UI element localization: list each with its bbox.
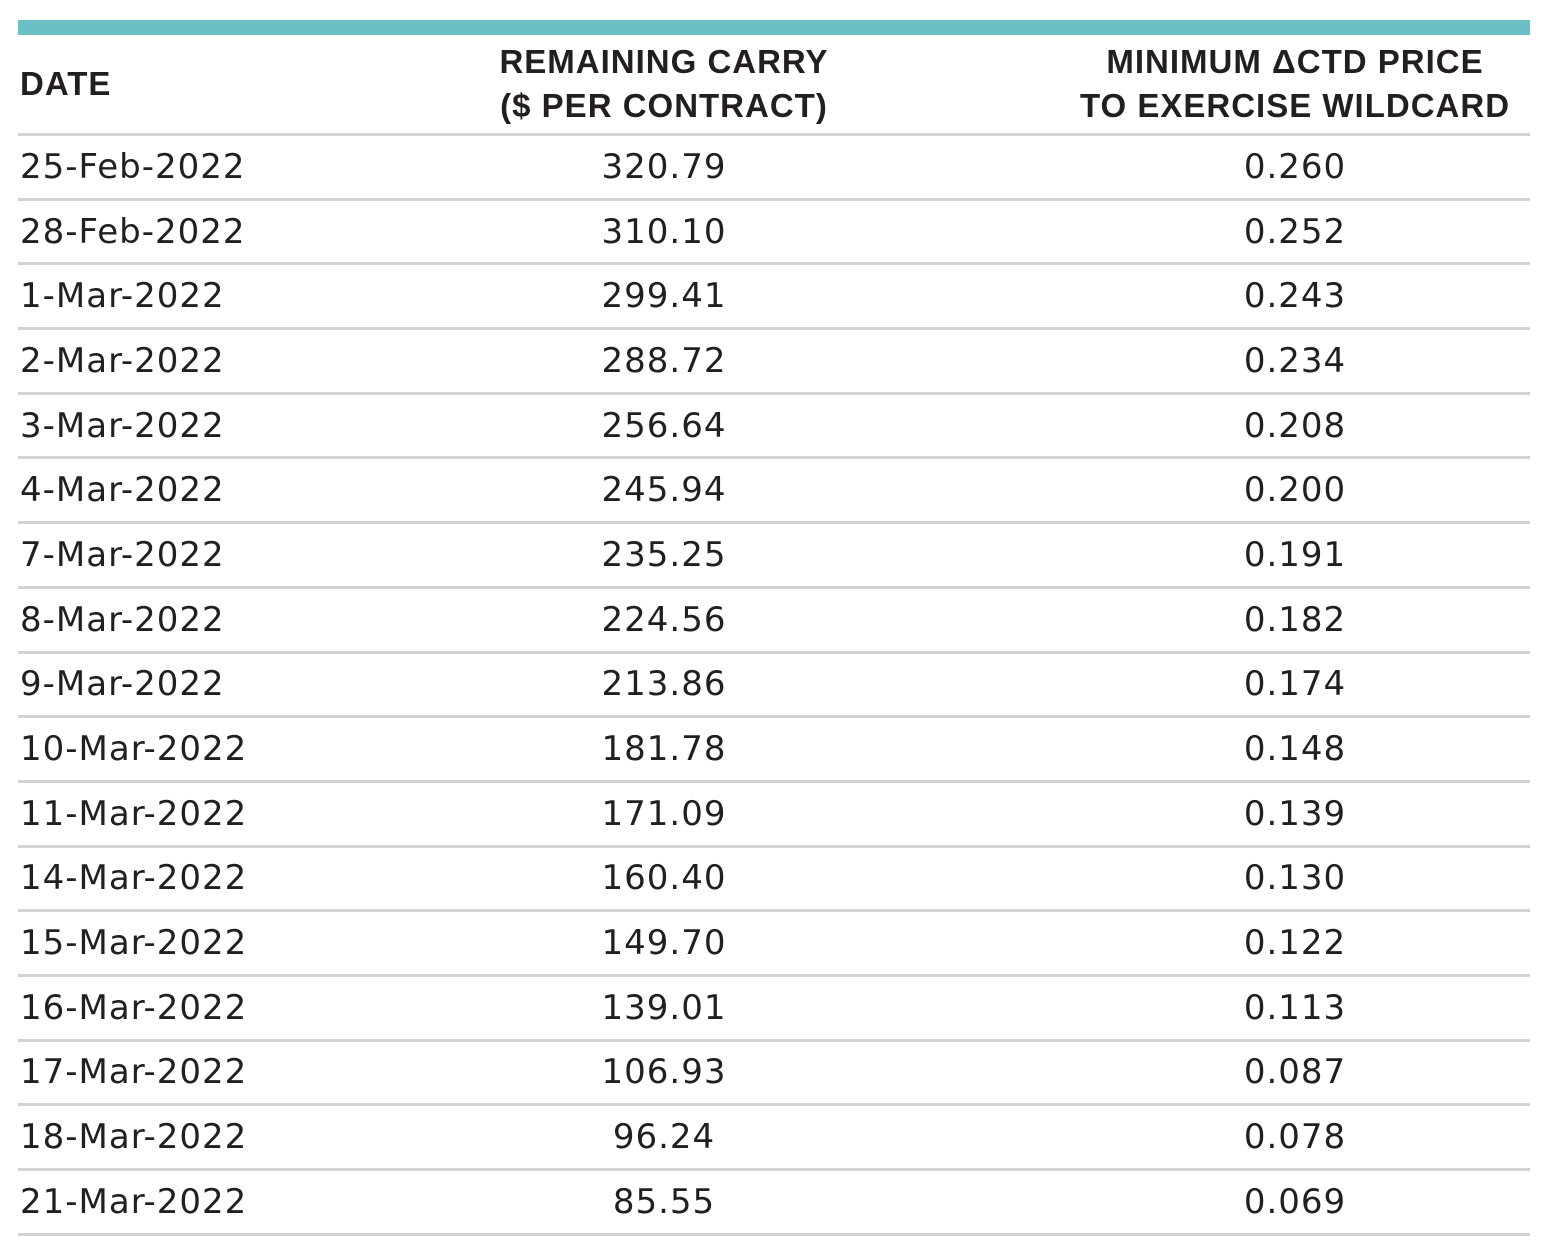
cell-remaining-carry: 106.93	[601, 1052, 727, 1093]
cell-remaining-carry: 299.41	[601, 276, 727, 317]
cell-date: 16-Mar-2022	[20, 987, 248, 1028]
table-body: 25-Feb-2022 320.79 0.260 28-Feb-2022 310.10 0…	[18, 136, 1530, 1236]
table-row: 9-Mar-2022 213.86 0.174	[18, 654, 1530, 719]
header-remaining-carry-line1: REMAINING CARRY	[499, 43, 829, 80]
table-row: 1-Mar-2022 299.41 0.243	[18, 265, 1530, 331]
table-row: 4-Mar-2022 245.94 0.200	[18, 459, 1530, 525]
table-row: 25-Feb-2022 320.79 0.260	[18, 136, 1530, 201]
cell-date: 25-Feb-2022	[20, 146, 246, 187]
table-header-row: DATE REMAINING CARRY ($ PER CONTRACT) MI…	[18, 35, 1530, 136]
cell-remaining-carry: 256.64	[601, 405, 727, 446]
cell-minimum-ctd-price: 0.191	[1243, 534, 1347, 575]
cell-minimum-ctd-price: 0.200	[1243, 470, 1347, 511]
cell-remaining-carry: 96.24	[612, 1117, 716, 1158]
cell-date: 4-Mar-2022	[20, 470, 225, 511]
cell-date: 3-Mar-2022	[20, 405, 225, 446]
table-row: 14-Mar-2022 160.40 0.130	[18, 848, 1530, 913]
table-row: 2-Mar-2022 288.72 0.234	[18, 330, 1530, 395]
cell-date: 1-Mar-2022	[20, 276, 225, 317]
table-row: 15-Mar-2022 149.70 0.122	[18, 912, 1530, 977]
table-row: 28-Feb-2022 310.10 0.252	[18, 201, 1530, 266]
data-table: DATE REMAINING CARRY ($ PER CONTRACT) MI…	[18, 20, 1530, 1236]
cell-remaining-carry: 320.79	[601, 146, 727, 187]
table-row: 7-Mar-2022 235.25 0.191	[18, 524, 1530, 589]
cell-remaining-carry: 160.40	[601, 858, 727, 899]
header-minimum-ctd-price-line2: TO EXERCISE WILDCARD	[1079, 87, 1511, 124]
cell-minimum-ctd-price: 0.243	[1243, 276, 1347, 317]
cell-minimum-ctd-price: 0.260	[1243, 146, 1347, 187]
cell-date: 17-Mar-2022	[20, 1052, 248, 1093]
cell-minimum-ctd-price: 0.208	[1243, 405, 1347, 446]
cell-minimum-ctd-price: 0.148	[1243, 729, 1347, 770]
cell-remaining-carry: 213.86	[601, 664, 727, 705]
cell-remaining-carry: 181.78	[601, 729, 727, 770]
cell-date: 14-Mar-2022	[20, 858, 248, 899]
cell-remaining-carry: 171.09	[601, 793, 727, 834]
cell-remaining-carry: 288.72	[601, 340, 727, 381]
header-minimum-ctd-price: MINIMUM ΔCTD PRICE TO EXERCISE WILDCARD	[840, 35, 1530, 133]
cell-minimum-ctd-price: 0.182	[1243, 599, 1347, 640]
cell-minimum-ctd-price: 0.252	[1243, 211, 1347, 252]
table-row: 10-Mar-2022 181.78 0.148	[18, 718, 1530, 783]
cell-minimum-ctd-price: 0.234	[1243, 340, 1347, 381]
cell-remaining-carry: 310.10	[601, 211, 727, 252]
cell-date: 11-Mar-2022	[20, 793, 248, 834]
table-row: 8-Mar-2022 224.56 0.182	[18, 589, 1530, 654]
cell-remaining-carry: 139.01	[601, 987, 727, 1028]
header-remaining-carry-line2: ($ PER CONTRACT)	[500, 87, 828, 124]
cell-remaining-carry: 149.70	[601, 923, 727, 964]
cell-date: 15-Mar-2022	[20, 923, 248, 964]
cell-minimum-ctd-price: 0.130	[1243, 858, 1347, 899]
table-row: 17-Mar-2022 106.93 0.087	[18, 1042, 1530, 1107]
cell-date: 21-Mar-2022	[20, 1181, 248, 1222]
cell-remaining-carry: 245.94	[601, 470, 727, 511]
cell-remaining-carry: 235.25	[601, 534, 727, 575]
cell-date: 10-Mar-2022	[20, 729, 248, 770]
cell-remaining-carry: 224.56	[601, 599, 727, 640]
header-remaining-carry: REMAINING CARRY ($ PER CONTRACT)	[488, 35, 840, 133]
cell-date: 28-Feb-2022	[20, 211, 246, 252]
header-minimum-ctd-price-line1: MINIMUM ΔCTD PRICE	[1106, 43, 1484, 80]
table-row: 16-Mar-2022 139.01 0.113	[18, 977, 1530, 1042]
cell-minimum-ctd-price: 0.139	[1243, 793, 1347, 834]
table-row: 11-Mar-2022 171.09 0.139	[18, 783, 1530, 848]
cell-minimum-ctd-price: 0.078	[1243, 1117, 1347, 1158]
cell-date: 18-Mar-2022	[20, 1117, 248, 1158]
cell-minimum-ctd-price: 0.174	[1243, 664, 1347, 705]
cell-remaining-carry: 85.55	[612, 1181, 716, 1222]
cell-date: 7-Mar-2022	[20, 534, 225, 575]
cell-minimum-ctd-price: 0.069	[1243, 1181, 1347, 1222]
cell-date: 8-Mar-2022	[20, 599, 225, 640]
cell-minimum-ctd-price: 0.087	[1243, 1052, 1347, 1093]
cell-date: 2-Mar-2022	[20, 340, 225, 381]
table-row: 21-Mar-2022 85.55 0.069	[18, 1171, 1530, 1236]
table-row: 3-Mar-2022 256.64 0.208	[18, 395, 1530, 460]
cell-minimum-ctd-price: 0.122	[1243, 923, 1347, 964]
cell-minimum-ctd-price: 0.113	[1243, 987, 1347, 1028]
table-top-bar	[18, 20, 1530, 35]
header-date: DATE	[20, 65, 112, 102]
table-row: 18-Mar-2022 96.24 0.078	[18, 1106, 1530, 1171]
cell-date: 9-Mar-2022	[20, 664, 225, 705]
